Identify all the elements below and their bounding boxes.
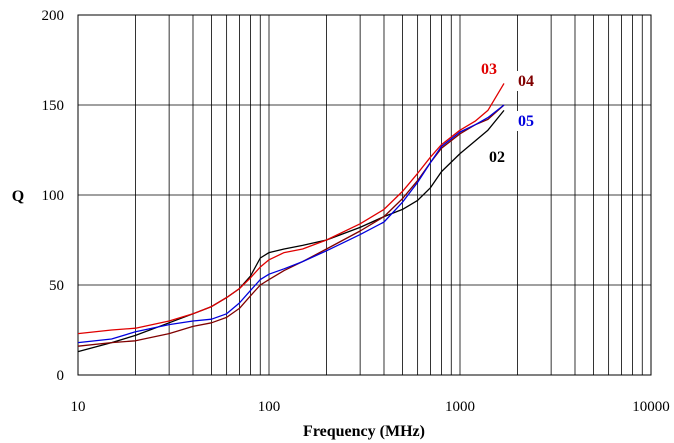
x-tick-label: 10000 — [632, 399, 670, 415]
series-line-04 — [77, 104, 505, 347]
series-layer — [77, 83, 505, 353]
y-tick-label: 50 — [49, 278, 64, 294]
series-label-04: 04 — [518, 73, 534, 90]
series-label-background — [515, 71, 543, 91]
y-axis-title: Q — [12, 188, 24, 205]
grid-lines — [78, 15, 651, 375]
series-label-02: 02 — [489, 149, 505, 166]
y-tick-label: 200 — [42, 8, 65, 24]
series-line-03 — [77, 83, 505, 335]
y-tick-label: 150 — [42, 98, 65, 114]
x-tick-label: 1000 — [445, 399, 475, 415]
x-tick-label: 100 — [258, 399, 281, 415]
series-label-background — [515, 111, 543, 131]
series-label-05: 05 — [518, 113, 534, 130]
plot-frame — [77, 14, 652, 376]
y-tick-label: 0 — [57, 368, 65, 384]
series-label-03: 03 — [481, 61, 497, 78]
y-tick-label: 100 — [42, 188, 65, 204]
x-tick-label: 10 — [71, 399, 86, 415]
series-line-05 — [77, 104, 505, 344]
x-axis-title: Frequency (MHz) — [303, 423, 425, 440]
series-labels: 02 03 04 05 — [481, 61, 543, 166]
